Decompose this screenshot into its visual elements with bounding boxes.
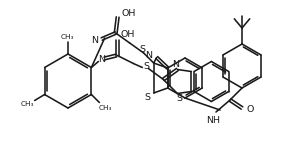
Text: N: N: [172, 60, 179, 69]
Text: CH₃: CH₃: [21, 101, 34, 108]
Text: N: N: [145, 51, 152, 60]
Text: S: S: [176, 94, 182, 103]
Text: CH₃: CH₃: [60, 34, 74, 40]
Text: NH: NH: [206, 116, 220, 125]
Text: OH: OH: [122, 8, 136, 17]
Text: OH: OH: [120, 30, 135, 39]
Text: CH₃: CH₃: [99, 105, 112, 111]
Text: N: N: [98, 55, 105, 64]
Text: O: O: [247, 105, 254, 114]
Text: S: S: [145, 92, 151, 101]
Text: N: N: [91, 36, 98, 44]
Text: S: S: [140, 44, 146, 53]
Text: S: S: [143, 62, 149, 71]
